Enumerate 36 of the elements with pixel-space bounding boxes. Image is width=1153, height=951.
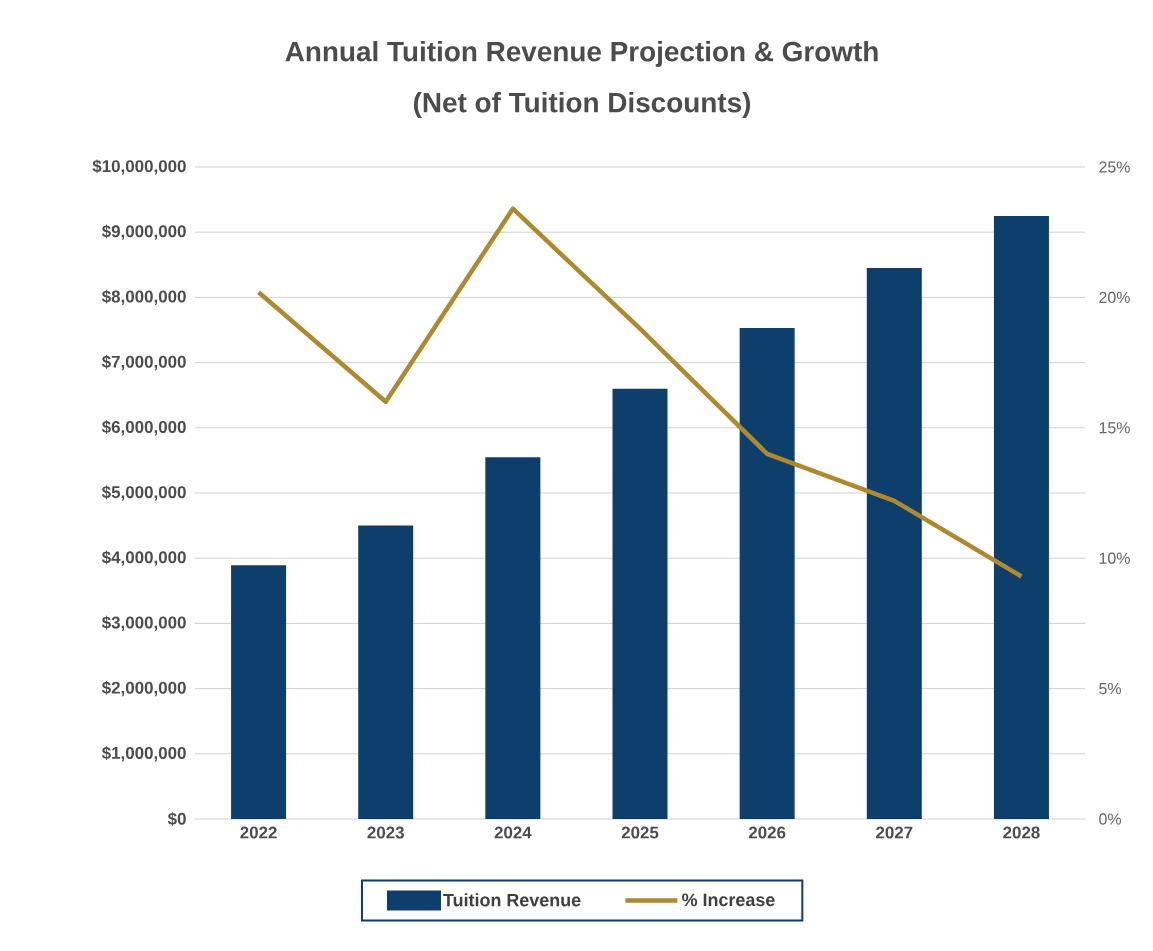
chart-title: Annual Tuition Revenue Projection & Growth xyxy=(285,41,878,67)
y2-tick-label: 5% xyxy=(1099,682,1121,695)
y-tick-label: $7,000,000 xyxy=(101,354,186,371)
y-tick-label: $5,000,000 xyxy=(101,485,186,501)
x-tick-label: 2024 xyxy=(494,826,532,839)
bar xyxy=(358,525,414,819)
line-series xyxy=(256,206,1024,579)
x-tick-label: 2025 xyxy=(621,826,659,839)
bar xyxy=(485,457,541,819)
x-tick-label: 2023 xyxy=(367,826,404,839)
y-tick-label: $2,000,000 xyxy=(101,680,186,697)
y2-tick-label: 10% xyxy=(1099,552,1130,564)
bar xyxy=(612,388,668,819)
y-tick-label: $10,000,000 xyxy=(92,159,186,175)
bar xyxy=(231,565,287,819)
bar xyxy=(866,268,922,819)
y-tick-label: $3,000,000 xyxy=(101,615,186,631)
x-tick-label: 2027 xyxy=(876,826,913,839)
y2-tick-label: 0% xyxy=(1099,813,1121,825)
bar xyxy=(739,328,795,819)
chart-subtitle: (Net of Tuition Discounts) xyxy=(413,92,751,118)
y-tick-label: $9,000,000 xyxy=(101,224,186,240)
x-tick-label: 2026 xyxy=(748,826,786,839)
y-tick-label: $6,000,000 xyxy=(101,420,186,436)
legend-label: % Increase xyxy=(682,893,775,907)
bar xyxy=(993,215,1049,819)
y-tick-label: $1,000,000 xyxy=(101,746,186,762)
y2-tick-label: 20% xyxy=(1099,291,1130,304)
y-tick-label: $8,000,000 xyxy=(101,289,186,305)
y-tick-label: $0 xyxy=(167,812,186,826)
x-tick-label: 2028 xyxy=(1003,826,1040,839)
y-tick-label: $4,000,000 xyxy=(101,550,186,566)
y2-tick-label: 25% xyxy=(1099,161,1130,173)
y2-tick-label: 15% xyxy=(1099,422,1130,434)
legend-label: Tuition Revenue xyxy=(443,893,581,907)
x-tick-label: 2022 xyxy=(240,826,277,839)
